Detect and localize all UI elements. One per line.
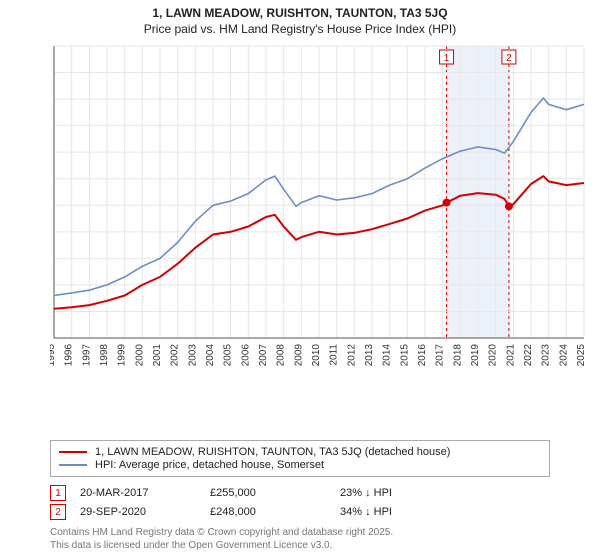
- svg-text:2019: 2019: [470, 344, 481, 367]
- svg-text:2009: 2009: [293, 344, 304, 367]
- svg-text:2000: 2000: [134, 344, 145, 367]
- footnote-line: Contains HM Land Registry data © Crown c…: [50, 526, 393, 539]
- sale-row: 2 29-SEP-2020 £248,000 34% ↓ HPI: [50, 504, 570, 520]
- svg-text:2006: 2006: [240, 344, 251, 367]
- svg-text:2014: 2014: [382, 344, 393, 367]
- sale-marker-icon: 1: [50, 485, 66, 501]
- sale-date: 20-MAR-2017: [80, 487, 210, 499]
- line-chart: £0£50K£100K£150K£200K£250K£300K£350K£400…: [50, 42, 590, 382]
- svg-text:2016: 2016: [417, 344, 428, 367]
- legend-item: HPI: Average price, detached house, Some…: [59, 459, 541, 471]
- sale-marker-icon: 2: [50, 504, 66, 520]
- svg-text:2020: 2020: [488, 344, 499, 367]
- title-block: 1, LAWN MEADOW, RUISHTON, TAUNTON, TA3 5…: [0, 0, 600, 36]
- svg-text:1999: 1999: [117, 344, 128, 367]
- svg-text:1998: 1998: [99, 344, 110, 367]
- legend-label: HPI: Average price, detached house, Some…: [95, 459, 324, 471]
- title-line2: Price paid vs. HM Land Registry's House …: [0, 22, 600, 36]
- sale-date: 29-SEP-2020: [80, 506, 210, 518]
- legend-swatch: [59, 451, 87, 453]
- sale-table: 1 20-MAR-2017 £255,000 23% ↓ HPI 2 29-SE…: [50, 482, 570, 523]
- svg-text:2023: 2023: [541, 344, 552, 367]
- sale-row: 1 20-MAR-2017 £255,000 23% ↓ HPI: [50, 485, 570, 501]
- svg-text:2017: 2017: [435, 344, 446, 367]
- svg-text:2005: 2005: [223, 344, 234, 367]
- svg-text:1997: 1997: [81, 344, 92, 367]
- svg-text:2003: 2003: [187, 344, 198, 367]
- svg-text:1: 1: [444, 53, 450, 64]
- svg-text:2015: 2015: [399, 344, 410, 367]
- svg-text:2: 2: [506, 53, 512, 64]
- svg-text:2001: 2001: [152, 344, 163, 367]
- svg-text:2007: 2007: [258, 344, 269, 367]
- svg-text:2021: 2021: [505, 344, 516, 367]
- svg-text:2024: 2024: [558, 344, 569, 367]
- svg-text:2022: 2022: [523, 344, 534, 367]
- legend-label: 1, LAWN MEADOW, RUISHTON, TAUNTON, TA3 5…: [95, 446, 450, 458]
- svg-text:2008: 2008: [276, 344, 287, 367]
- svg-text:2010: 2010: [311, 344, 322, 367]
- footnote-line: This data is licensed under the Open Gov…: [50, 539, 393, 552]
- svg-text:2012: 2012: [346, 344, 357, 367]
- svg-text:2013: 2013: [364, 344, 375, 367]
- svg-text:1995: 1995: [50, 344, 57, 367]
- legend-item: 1, LAWN MEADOW, RUISHTON, TAUNTON, TA3 5…: [59, 446, 541, 458]
- title-line1: 1, LAWN MEADOW, RUISHTON, TAUNTON, TA3 5…: [0, 6, 600, 20]
- svg-text:2011: 2011: [329, 344, 340, 366]
- svg-text:2004: 2004: [205, 344, 216, 367]
- svg-text:2018: 2018: [452, 344, 463, 367]
- svg-text:2025: 2025: [576, 344, 587, 367]
- footnote: Contains HM Land Registry data © Crown c…: [50, 526, 393, 552]
- legend: 1, LAWN MEADOW, RUISHTON, TAUNTON, TA3 5…: [50, 440, 550, 477]
- svg-text:2002: 2002: [170, 344, 181, 367]
- legend-swatch: [59, 464, 87, 466]
- sale-price: £248,000: [210, 506, 340, 518]
- svg-text:1996: 1996: [64, 344, 75, 367]
- sale-delta: 23% ↓ HPI: [340, 487, 470, 499]
- sale-price: £255,000: [210, 487, 340, 499]
- sale-delta: 34% ↓ HPI: [340, 506, 470, 518]
- chart-container: 1, LAWN MEADOW, RUISHTON, TAUNTON, TA3 5…: [0, 0, 600, 560]
